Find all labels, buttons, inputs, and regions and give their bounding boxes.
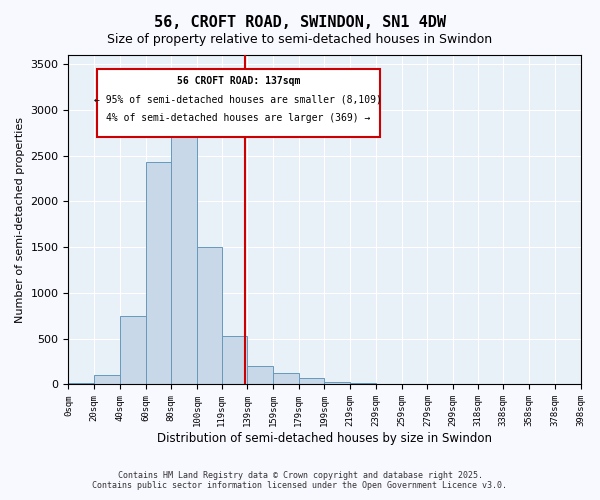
Bar xyxy=(273,374,299,384)
Text: Contains HM Land Registry data © Crown copyright and database right 2025.
Contai: Contains HM Land Registry data © Crown c… xyxy=(92,470,508,490)
X-axis label: Distribution of semi-detached houses by size in Swindon: Distribution of semi-detached houses by … xyxy=(157,432,492,445)
Text: ← 95% of semi-detached houses are smaller (8,109): ← 95% of semi-detached houses are smalle… xyxy=(94,94,382,104)
Text: Size of property relative to semi-detached houses in Swindon: Size of property relative to semi-detach… xyxy=(107,32,493,46)
Text: 56, CROFT ROAD, SWINDON, SN1 4DW: 56, CROFT ROAD, SWINDON, SN1 4DW xyxy=(154,15,446,30)
Bar xyxy=(325,382,350,384)
Bar xyxy=(350,383,376,384)
Bar xyxy=(247,366,273,384)
FancyBboxPatch shape xyxy=(97,68,380,138)
Text: 4% of semi-detached houses are larger (369) →: 4% of semi-detached houses are larger (3… xyxy=(106,112,370,122)
Bar xyxy=(172,114,197,384)
Bar xyxy=(299,378,325,384)
Y-axis label: Number of semi-detached properties: Number of semi-detached properties xyxy=(15,116,25,322)
Bar xyxy=(120,316,146,384)
Bar xyxy=(94,376,120,384)
Bar xyxy=(197,247,221,384)
Bar xyxy=(221,336,247,384)
Text: 56 CROFT ROAD: 137sqm: 56 CROFT ROAD: 137sqm xyxy=(176,76,300,86)
Bar xyxy=(146,162,172,384)
Bar xyxy=(68,382,94,384)
